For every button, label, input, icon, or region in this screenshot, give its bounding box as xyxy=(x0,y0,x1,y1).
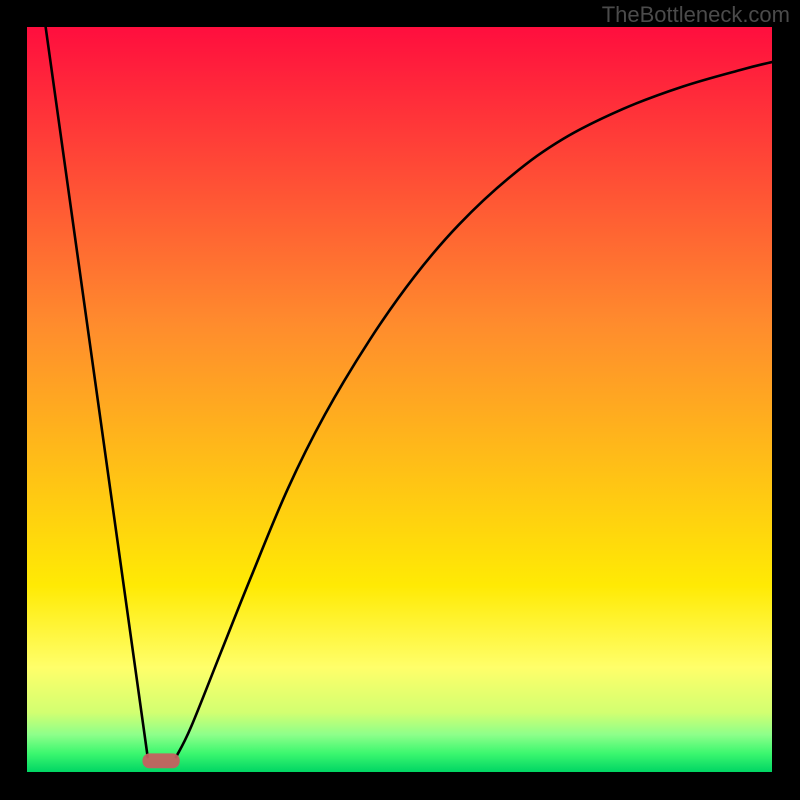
chart-canvas xyxy=(0,0,800,800)
bottleneck-chart: TheBottleneck.com xyxy=(0,0,800,800)
watermark-text: TheBottleneck.com xyxy=(602,2,790,28)
